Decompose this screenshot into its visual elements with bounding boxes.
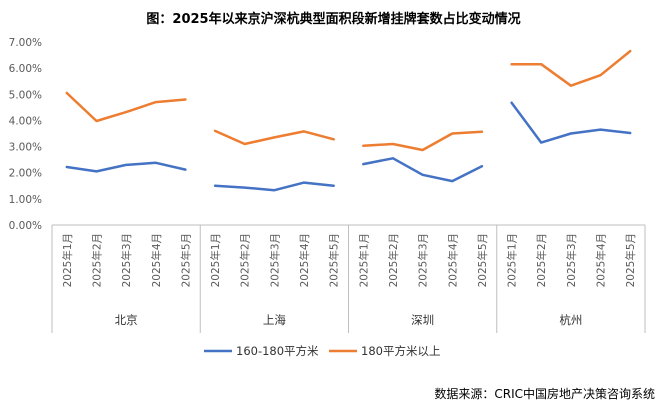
x-tick-label: 2025年5月: [179, 233, 192, 287]
x-tick-label: 2025年4月: [150, 233, 163, 287]
group-label: 上海: [263, 313, 286, 327]
series-line: [65, 91, 187, 123]
chart-title: 图：2025年以来京沪深杭典型面积段新增挂牌套数占比变动情况: [146, 12, 521, 27]
y-tick-label: 3.00%: [9, 142, 42, 154]
x-tick-label: 2025年2月: [387, 233, 400, 287]
x-tick-label: 2025年5月: [476, 233, 489, 287]
group-label: 北京: [115, 313, 138, 327]
x-tick-label: 2025年5月: [328, 233, 341, 287]
x-tick-label: 2025年4月: [446, 233, 459, 287]
x-axis-tick-labels: 2025年1月 2025年2月 2025年3月 2025年4月 2025年5月 2025年…: [61, 233, 637, 287]
x-tick-label: 2025年2月: [239, 233, 252, 287]
series-lines: [65, 49, 632, 192]
y-tick-label: 1.00%: [9, 194, 42, 206]
x-tick-label: 2025年1月: [357, 233, 370, 287]
axes: [51, 224, 646, 333]
x-tick-label: 2025年1月: [209, 233, 222, 287]
y-tick-label: 7.00%: [9, 37, 42, 49]
source-note: 数据来源：CRIC中国房地产决策咨询系统: [434, 387, 655, 401]
series-line: [362, 130, 484, 152]
y-tick-label: 2.00%: [9, 168, 42, 180]
group-labels: 北京 上海 深圳 杭州: [115, 313, 583, 327]
x-tick-label: 2025年2月: [90, 233, 103, 287]
x-tick-label: 2025年4月: [298, 233, 311, 287]
series-line: [65, 161, 187, 173]
y-tick-label: 6.00%: [9, 63, 42, 75]
legend-label: 160-180平方米: [236, 344, 319, 358]
x-tick-label: 2025年3月: [417, 233, 430, 287]
x-tick-label: 2025年1月: [61, 233, 74, 287]
series-line: [213, 181, 335, 192]
y-axis-tick-labels: 0.00% 1.00% 2.00% 3.00% 4.00% 5.00% 6.00% 7.00%: [9, 37, 42, 232]
legend: 160-180平方米 180平方米以上: [204, 344, 440, 358]
x-tick-label: 2025年1月: [506, 233, 519, 287]
y-tick-label: 4.00%: [9, 115, 42, 127]
x-tick-label: 2025年2月: [535, 233, 548, 287]
series-line: [362, 157, 484, 183]
group-label: 深圳: [411, 313, 434, 327]
x-tick-label: 2025年5月: [624, 233, 637, 287]
x-tick-label: 2025年3月: [268, 233, 281, 287]
series-line: [213, 129, 335, 146]
x-tick-label: 2025年3月: [565, 233, 578, 287]
series-line: [510, 49, 632, 87]
x-tick-label: 2025年3月: [120, 233, 133, 287]
legend-label: 180平方米以上: [361, 344, 440, 358]
series-line: [510, 101, 632, 144]
y-tick-label: 5.00%: [9, 89, 42, 101]
x-tick-label: 2025年4月: [595, 233, 608, 287]
group-label: 杭州: [559, 313, 582, 327]
y-tick-label: 0.00%: [9, 220, 42, 232]
